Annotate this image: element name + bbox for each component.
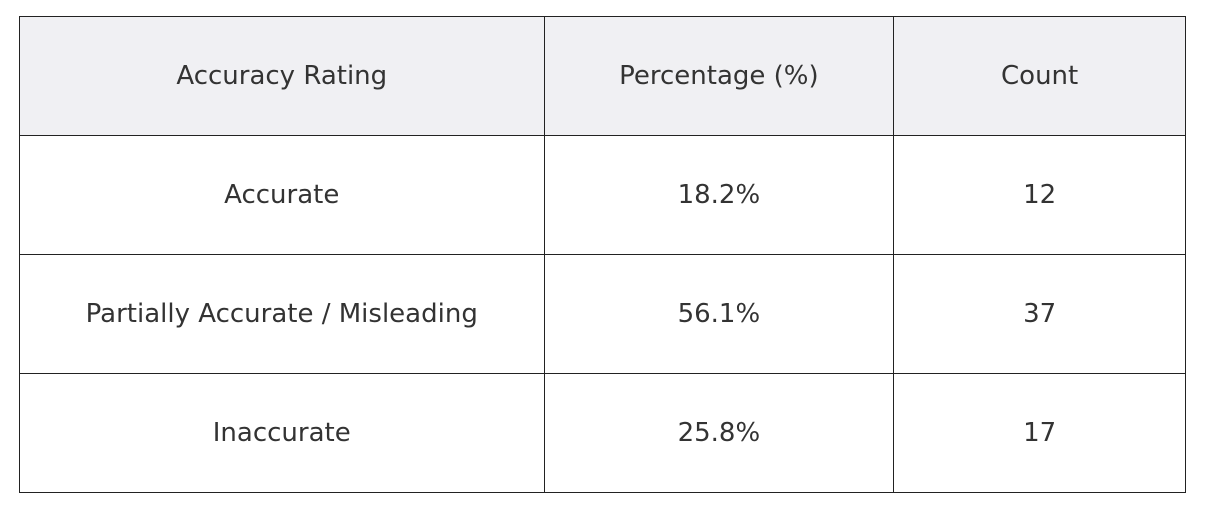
table-cell: Accurate: [19, 135, 545, 255]
table-row: Inaccurate 25.8% 17: [19, 373, 1186, 493]
header-cell: Percentage (%): [543, 16, 895, 136]
header-cell: Accuracy Rating: [19, 16, 545, 136]
table-cell: 17: [893, 373, 1186, 493]
header-cell: Count: [893, 16, 1186, 136]
table-header: Accuracy Rating Percentage (%) Count: [19, 16, 1186, 136]
header-row: Accuracy Rating Percentage (%) Count: [19, 16, 1186, 136]
table-cell: 25.8%: [543, 373, 895, 493]
table-cell: 37: [893, 254, 1186, 374]
table-cell: Partially Accurate / Misleading: [19, 254, 545, 374]
table-cell: 56.1%: [543, 254, 895, 374]
table-cell: Inaccurate: [19, 373, 545, 493]
data-table: Accuracy Rating Percentage (%) Count Accur…: [19, 16, 1186, 493]
table-row: Partially Accurate / Misleading 56.1% 37: [19, 254, 1186, 374]
table-row: Accurate 18.2% 12: [19, 135, 1186, 255]
table-cell: 12: [893, 135, 1186, 255]
table-body: Accurate 18.2% 12 Partially Accurate / Misl…: [19, 135, 1186, 493]
table-cell: 18.2%: [543, 135, 895, 255]
